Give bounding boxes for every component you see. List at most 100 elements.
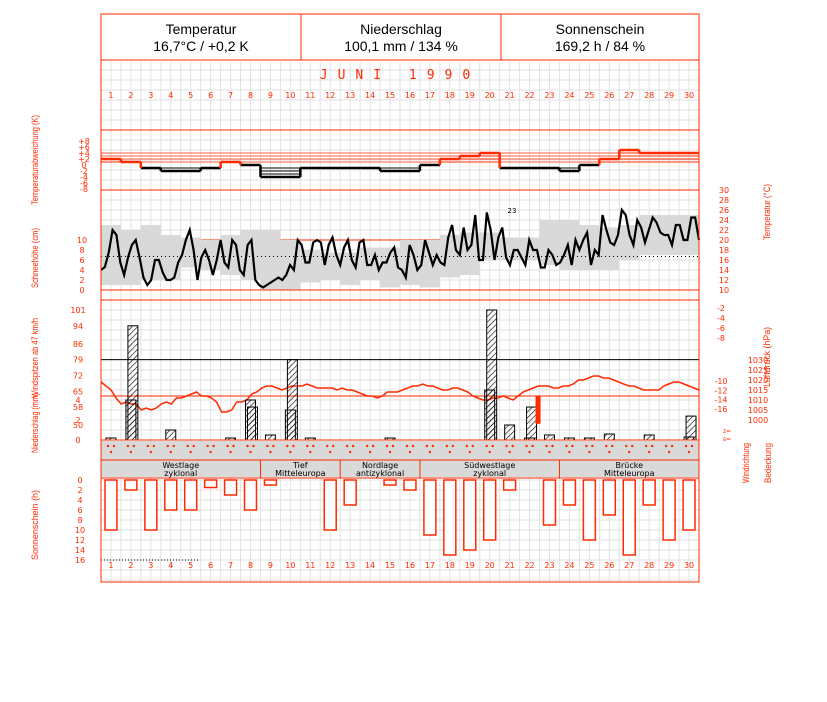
cover-dot <box>448 450 452 454</box>
wind-dir-dot <box>431 444 435 448</box>
snow-tick: 10 <box>77 236 87 245</box>
month-title: JUNI 1990 <box>320 68 480 83</box>
wind-dir-dot <box>391 444 395 448</box>
anomaly-tick: -8 <box>80 185 88 194</box>
wind-tick: 58 <box>73 403 83 412</box>
pressure-tick: 1030 <box>748 356 768 365</box>
wind-dir-dot <box>531 444 534 448</box>
sunshine-bar <box>104 479 118 531</box>
cover-dot <box>309 450 312 454</box>
wind-dir-dot <box>445 444 449 448</box>
wind-dir-dot <box>312 444 315 448</box>
cover-label: Bedeckung <box>763 443 773 483</box>
cover-dot <box>588 450 591 454</box>
day-label-top: 16 <box>405 91 415 100</box>
cover-dot <box>249 450 252 454</box>
sunshine-tick: 4 <box>77 496 82 505</box>
precipitation-bar <box>245 399 256 441</box>
sunshine-axis-label: Sonnenschein (h) <box>30 490 40 560</box>
cover-dot <box>408 450 412 454</box>
day-label-top: 26 <box>604 91 614 100</box>
day-label-bottom: 21 <box>505 561 515 570</box>
day-label-bottom: 18 <box>445 561 455 570</box>
wind-tick: 72 <box>73 371 83 380</box>
temperature-tick: 16 <box>719 256 729 265</box>
day-label-bottom: 3 <box>148 561 153 570</box>
precipitation-bar <box>484 389 496 441</box>
pressure-tick: 1025 <box>748 366 768 375</box>
wind-dir-dot <box>132 444 136 448</box>
pressure-aux-tick: -16 <box>714 405 727 414</box>
cover-dot <box>149 450 153 454</box>
day-label-top: 25 <box>584 91 594 100</box>
wind-dir-dot <box>345 444 349 448</box>
day-label-top: 4 <box>168 91 173 100</box>
sunshine-bar <box>542 479 557 526</box>
day-label-bottom: 15 <box>385 561 395 570</box>
temperature-tick: 10 <box>719 286 729 295</box>
day-label-top: 18 <box>445 91 455 100</box>
day-label-bottom: 16 <box>405 561 415 570</box>
wind-dir-dot <box>690 444 694 448</box>
sunshine-bar <box>602 479 617 516</box>
cover-dot <box>488 450 491 454</box>
cover-dot <box>229 450 232 454</box>
wind-dir-dot <box>631 444 634 448</box>
day-label-bottom: 25 <box>584 561 594 570</box>
day-label-top: 7 <box>228 91 233 100</box>
wind-dir-dot <box>146 444 150 448</box>
cover-dot <box>508 450 511 454</box>
temperature-tick: 28 <box>719 196 729 205</box>
wind-dir-dot <box>485 444 488 448</box>
day-label-bottom: 14 <box>365 561 375 570</box>
day-label-bottom: 11 <box>305 561 315 570</box>
wind-dir-dot <box>286 444 289 448</box>
small-label: z= <box>723 428 731 435</box>
anomaly-tick: +8 <box>78 137 90 146</box>
temperature-range-band <box>101 215 699 290</box>
precipitation-value: 100,1 mm / 134 % <box>344 38 458 54</box>
snow-tick: 6 <box>79 256 84 265</box>
wind-dir-dot <box>565 444 568 448</box>
sunshine-tick: 12 <box>75 536 85 545</box>
pressure-tick: 1015 <box>748 386 768 395</box>
anomaly-tick: -4 <box>80 173 88 182</box>
wind-dir-dot <box>292 444 295 448</box>
wind-dir-dot <box>126 444 130 448</box>
wind-axis-label: Windspitzen ab 47 km/h <box>30 318 40 398</box>
cover-dot <box>289 450 292 454</box>
wind-dir-dot <box>605 444 608 448</box>
cover-dot <box>608 450 611 454</box>
pressure-aux-tick: -8 <box>717 334 725 343</box>
sunshine-bar <box>323 479 337 531</box>
day-label-bottom: 26 <box>604 561 614 570</box>
wind-dir-dot <box>371 444 375 448</box>
chart-frame <box>100 13 700 583</box>
precipitation-bar <box>125 399 137 441</box>
temperature-tick: 24 <box>719 216 729 225</box>
day-label-bottom: 29 <box>664 561 674 570</box>
pressure-aux-tick: -12 <box>714 386 727 395</box>
sunshine-tick: 16 <box>75 556 85 565</box>
wind-tick: 94 <box>73 322 83 331</box>
wind-dir-dot <box>644 444 648 448</box>
anomaly-axis-label: Temperaturabweichung (K) <box>30 115 40 205</box>
anomaly-tick: -2 <box>80 167 88 176</box>
temperature-tick: 12 <box>719 276 729 285</box>
anomaly-tick: +2 <box>78 155 90 164</box>
snow-tick: 2 <box>79 276 84 285</box>
anomaly-tick: +6 <box>78 143 90 152</box>
day-label-top: 11 <box>305 91 315 100</box>
day-label-bottom: 4 <box>168 561 173 570</box>
weather-type-label: zyklonal <box>164 469 197 478</box>
wind-dir-dot <box>351 444 355 448</box>
sunshine-bar <box>562 479 577 506</box>
sunshine-summary: Sonnenschein 169,2 h / 84 % <box>501 14 699 60</box>
cover-dot <box>169 450 172 454</box>
wind-tick: 79 <box>73 356 83 365</box>
cover-dot <box>628 450 631 454</box>
pressure-tick: 1005 <box>748 406 768 415</box>
sunshine-bar <box>183 479 198 511</box>
pressure-aux-tick: -4 <box>717 314 725 323</box>
weather-type-label: Mitteleuropa <box>275 469 326 478</box>
